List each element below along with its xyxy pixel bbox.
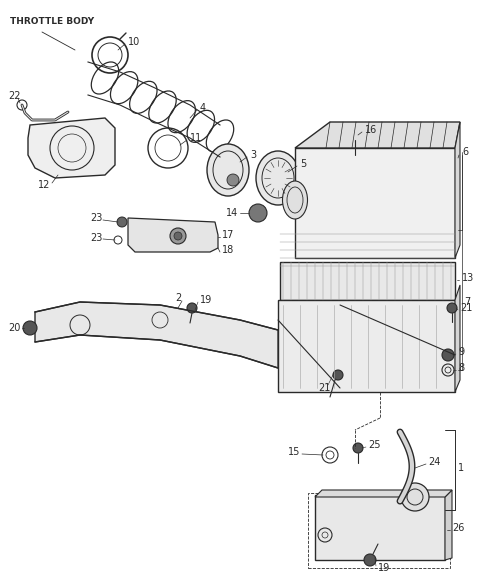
Text: 19: 19	[200, 295, 212, 305]
Text: 7: 7	[464, 297, 470, 307]
Circle shape	[350, 130, 360, 140]
Circle shape	[401, 436, 404, 439]
Text: 10: 10	[128, 37, 140, 47]
Polygon shape	[445, 490, 452, 560]
Circle shape	[404, 441, 407, 444]
Text: THROTTLE BODY: THROTTLE BODY	[10, 17, 94, 27]
Circle shape	[410, 473, 413, 476]
Text: 18: 18	[222, 245, 234, 255]
Text: 17: 17	[222, 230, 234, 240]
Text: 22: 22	[8, 91, 21, 101]
Text: 11: 11	[190, 133, 202, 143]
Text: 16: 16	[365, 125, 377, 135]
Circle shape	[398, 499, 401, 503]
Text: 14: 14	[226, 208, 238, 218]
Text: 23: 23	[90, 213, 102, 223]
Text: 15: 15	[288, 447, 300, 457]
Text: 23: 23	[90, 233, 102, 243]
Circle shape	[410, 457, 413, 460]
Ellipse shape	[283, 181, 308, 219]
Circle shape	[23, 321, 37, 335]
Text: 20: 20	[8, 323, 20, 333]
Polygon shape	[295, 122, 460, 148]
Text: 19: 19	[378, 563, 390, 573]
Circle shape	[401, 483, 429, 511]
Ellipse shape	[207, 144, 249, 196]
Circle shape	[174, 232, 182, 240]
Circle shape	[408, 452, 411, 455]
Bar	[315, 495, 445, 560]
Circle shape	[401, 494, 404, 497]
Circle shape	[353, 443, 363, 453]
Text: 2: 2	[175, 293, 181, 303]
Circle shape	[187, 303, 197, 313]
Bar	[308, 493, 450, 568]
Text: 6: 6	[462, 147, 468, 157]
Text: 5: 5	[300, 159, 306, 169]
Polygon shape	[455, 285, 460, 392]
Circle shape	[398, 431, 401, 434]
Polygon shape	[28, 118, 115, 178]
Circle shape	[227, 174, 239, 186]
Polygon shape	[128, 218, 218, 252]
Polygon shape	[315, 490, 452, 497]
Circle shape	[447, 303, 457, 313]
Text: 25: 25	[368, 440, 381, 450]
Circle shape	[404, 489, 407, 492]
Text: 13: 13	[462, 273, 474, 283]
Circle shape	[410, 468, 413, 470]
Circle shape	[249, 204, 267, 222]
Circle shape	[408, 479, 411, 481]
Circle shape	[333, 370, 343, 380]
Text: 21: 21	[460, 303, 472, 313]
Circle shape	[407, 446, 409, 450]
Text: 1: 1	[458, 463, 464, 473]
Text: 24: 24	[428, 457, 440, 467]
Circle shape	[442, 349, 454, 361]
Circle shape	[407, 484, 409, 487]
Text: 12: 12	[38, 180, 50, 190]
Circle shape	[170, 228, 186, 244]
Text: 21: 21	[318, 383, 330, 393]
Polygon shape	[295, 148, 455, 258]
Polygon shape	[280, 262, 455, 300]
Polygon shape	[455, 122, 460, 258]
Text: 3: 3	[250, 150, 256, 160]
Polygon shape	[35, 302, 278, 368]
Polygon shape	[278, 300, 455, 392]
Text: 4: 4	[200, 103, 206, 113]
Text: 26: 26	[452, 523, 464, 533]
Text: 9: 9	[458, 347, 464, 357]
Circle shape	[117, 217, 127, 227]
Circle shape	[410, 462, 413, 465]
Circle shape	[364, 554, 376, 566]
Ellipse shape	[256, 151, 300, 205]
Text: 8: 8	[458, 363, 464, 373]
